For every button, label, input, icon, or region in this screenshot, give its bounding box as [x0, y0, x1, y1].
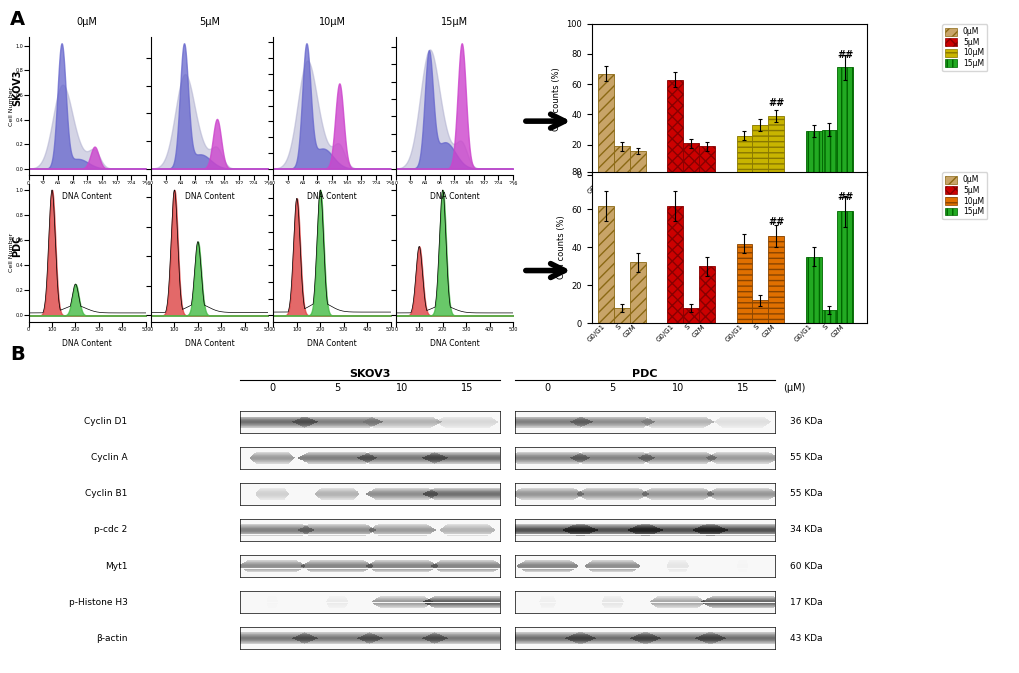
Text: 17 KDa: 17 KDa	[790, 598, 822, 606]
Text: DNA Content: DNA Content	[184, 192, 234, 201]
Bar	[837, 211, 852, 323]
Bar	[736, 136, 752, 175]
Y-axis label: Cell Number: Cell Number	[9, 86, 14, 126]
Text: 36 KDa: 36 KDa	[790, 417, 822, 426]
Text: 10μM: 10μM	[318, 17, 345, 27]
Y-axis label: Cell counts (%): Cell counts (%)	[551, 67, 560, 131]
Text: 10: 10	[671, 384, 683, 393]
Bar	[613, 308, 629, 323]
Bar	[752, 300, 767, 323]
Text: p-cdc 2: p-cdc 2	[94, 526, 127, 534]
Bar	[736, 244, 752, 323]
Text: Cyclin B1: Cyclin B1	[85, 489, 127, 499]
Text: (μM): (μM)	[783, 384, 805, 393]
Text: A: A	[10, 10, 25, 29]
Text: Myt1: Myt1	[105, 561, 127, 571]
Text: 0: 0	[544, 384, 550, 393]
Text: p-Histone H3: p-Histone H3	[68, 598, 127, 606]
Text: DNA Content: DNA Content	[429, 339, 479, 347]
Text: ##: ##	[767, 217, 784, 227]
Text: SKOV3: SKOV3	[348, 369, 390, 378]
Text: 0μM: 0μM	[76, 17, 98, 27]
Bar	[613, 146, 629, 175]
Text: 0: 0	[269, 384, 275, 393]
Bar	[598, 206, 613, 323]
Text: 5μM: 5μM	[199, 17, 220, 27]
Text: ##: ##	[767, 98, 784, 108]
Bar	[698, 146, 714, 175]
Bar	[752, 125, 767, 175]
Bar	[767, 236, 784, 323]
Bar	[837, 67, 852, 175]
Y-axis label: Cell counts (%): Cell counts (%)	[556, 215, 566, 279]
Text: 15: 15	[461, 384, 473, 393]
Text: 55 KDa: 55 KDa	[790, 454, 822, 462]
Legend: 0μM, 5μM, 10μM, 15μM: 0μM, 5μM, 10μM, 15μM	[942, 24, 986, 71]
Text: 34 KDa: 34 KDa	[790, 526, 822, 534]
Text: DNA Content: DNA Content	[429, 192, 479, 201]
Bar	[698, 267, 714, 323]
Bar	[805, 131, 820, 175]
Text: DNA Content: DNA Content	[307, 339, 357, 347]
Text: DNA Content: DNA Content	[62, 192, 112, 201]
Bar	[805, 257, 820, 323]
Bar	[629, 151, 645, 175]
Bar	[666, 206, 683, 323]
Text: SKOV3: SKOV3	[12, 69, 22, 106]
Text: DNA Content: DNA Content	[62, 339, 112, 347]
Bar	[666, 79, 683, 175]
Bar	[683, 308, 698, 323]
Bar	[820, 310, 837, 323]
Bar	[598, 73, 613, 175]
Text: Cyclin D1: Cyclin D1	[85, 417, 127, 426]
Bar	[683, 143, 698, 175]
Text: DNA Content: DNA Content	[184, 339, 234, 347]
Text: 60 KDa: 60 KDa	[790, 561, 822, 571]
Text: DNA Content: DNA Content	[307, 192, 357, 201]
Bar	[767, 116, 784, 175]
Text: B: B	[10, 345, 24, 363]
Legend: 0μM, 5μM, 10μM, 15μM: 0μM, 5μM, 10μM, 15μM	[942, 172, 986, 219]
Text: 43 KDa: 43 KDa	[790, 634, 822, 643]
Text: 15: 15	[736, 384, 748, 393]
Text: Cyclin A: Cyclin A	[91, 454, 127, 462]
Text: 5: 5	[609, 384, 615, 393]
Text: β-actin: β-actin	[96, 634, 127, 643]
Text: 55 KDa: 55 KDa	[790, 489, 822, 499]
Y-axis label: Cell Number: Cell Number	[9, 233, 14, 273]
Bar	[820, 129, 837, 175]
Text: ##: ##	[837, 192, 853, 202]
Text: 10: 10	[395, 384, 408, 393]
Text: PDC: PDC	[632, 369, 657, 378]
Text: ##: ##	[837, 50, 853, 60]
Text: 15μM: 15μM	[440, 17, 468, 27]
Text: 5: 5	[334, 384, 340, 393]
Text: PDC: PDC	[12, 234, 22, 257]
Bar	[629, 262, 645, 323]
